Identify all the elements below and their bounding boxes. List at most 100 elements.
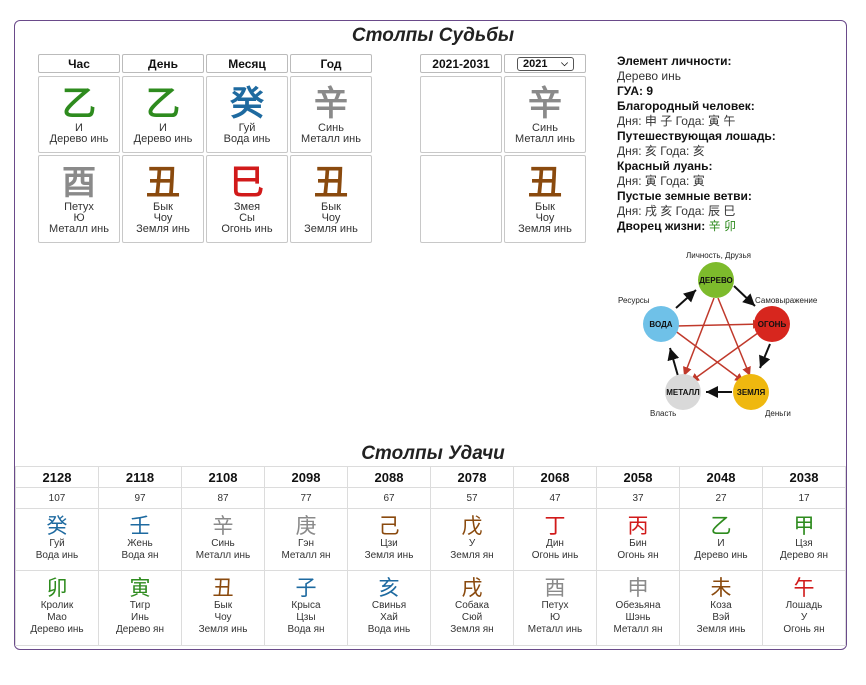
luck-branch-animal: Коза [710,600,732,611]
luck-branch-element: Земля ян [450,624,494,635]
branch-glyph: 酉 [62,163,96,203]
luck-stem-cell: 庚 Гэн Металл ян [264,508,348,571]
earth-node-label: ЗЕМЛЯ [737,388,766,397]
luck-branches-row: 卯 Кролик Мао Дерево инь 寅 Тигр Инь Дерево ян 丑 Бы… [15,570,846,646]
branch-glyph: 丑 [528,163,562,203]
luck-stem-element: Земля ян [450,550,494,561]
info-panel: Элемент личности: Дерево инь ГУА: 9 Благ… [617,54,817,234]
personality-value: Дерево инь [617,69,681,83]
luck-branch-cell: 卯 Кролик Мао Дерево инь [15,570,99,646]
fire-node [754,306,790,342]
luck-stem-name: Цзи [380,538,398,549]
luck-stem-glyph: 乙 [710,514,732,538]
luck-branch-glyph: 寅 [129,576,151,600]
main-frame [14,20,847,650]
life-palace-label: Дворец жизни: [617,219,706,233]
noble-value: Дня: 申 子 Года: 寅 午 [617,114,736,128]
period-range-header: 2021-2031 [420,54,502,73]
luck-branch-animal: Свинья [371,600,407,611]
period-empty-branch [420,155,502,243]
luck-stem-element: Вода ян [121,550,159,561]
water-node [643,306,679,342]
luck-stem-name: Дин [546,538,564,549]
luck-branch-animal: Крыса [291,600,321,611]
metal-node-label: МЕТАЛЛ [666,388,700,397]
luck-branch-glyph: 亥 [378,576,400,600]
luck-branch-name: Вэй [712,612,730,623]
luck-age: 47 [513,487,597,509]
luck-branch-name: Мао [47,612,67,623]
luck-branch-cell: 丑 Бык Чоу Земля инь [181,570,265,646]
luck-age: 107 [15,487,99,509]
luck-stem-name: Гэн [297,538,315,549]
luck-branch-animal: Тигр [129,600,151,611]
luck-stem-element: Огонь инь [531,550,579,561]
luck-branch-name: Инь [131,612,149,623]
stem-cell-year: 辛 Синь Металл инь [290,76,372,153]
stem-glyph: 癸 [230,84,264,124]
luck-pillars-table: 2128 2118 2108 2098 2088 2078 2068 2058 2048 2038… [15,466,846,646]
luck-stem-cell: 甲 Цзя Дерево ян [762,508,846,571]
luck-branch-name: Шэнь [625,612,651,623]
branch-cell-month: 巳 Змея Сы Огонь инь [206,155,288,243]
luck-stem-cell: 癸 Гуй Вода инь [15,508,99,571]
luck-branch-cell: 未 Коза Вэй Земля инь [679,570,763,646]
luck-stem-glyph: 辛 [212,514,234,538]
header-month: Месяц [206,54,288,73]
branch-element: Земля инь [518,223,572,235]
wheel-label-resources: Ресурсы [618,296,650,305]
branch-name: Сы [239,212,255,224]
luck-year: 2078 [430,466,514,488]
stem-element: Вода инь [223,133,271,145]
luck-branch-name: Хай [380,612,398,623]
luck-stem-element: Огонь ян [617,550,659,561]
luck-year: 2088 [347,466,431,488]
luck-stem-glyph: 甲 [793,514,815,538]
luck-stem-glyph: 丙 [627,514,649,538]
luck-stem-cell: 丁 Дин Огонь инь [513,508,597,571]
branch-name: Ю [73,212,85,224]
luck-branch-name: Сюй [461,612,483,623]
wood-node [698,262,734,298]
luck-stem-name: Цзя [795,538,813,549]
wheel-label-money: Деньги [765,409,791,418]
luck-branch-animal: Обезьяна [615,600,661,611]
empty-branches-label: Пустые земные ветви: [617,189,752,203]
luck-stem-name: У [468,538,476,549]
luck-branch-name: Чоу [214,612,232,623]
luck-stem-glyph: 丁 [544,514,566,538]
luck-age: 37 [596,487,680,509]
pillars-title: Столпы Судьбы [351,25,515,46]
luck-age: 17 [762,487,846,509]
luck-year: 2048 [679,466,763,488]
branch-cell-year: 丑 Бык Чоу Земля инь [290,155,372,243]
year-select[interactable]: 2021 ⌵ [517,57,574,71]
luck-year: 2038 [762,466,846,488]
year-select-value: 2021 [523,58,548,70]
wood-node-label: ДЕРЕВО [699,276,733,285]
wheel-label-self-expression: Самовыражение [755,296,818,305]
noble-label: Благородный человек: [617,99,755,113]
generation-cycle-arrows [667,285,771,398]
luck-branch-element: Огонь ян [783,624,825,635]
peach-label: Красный луань: [617,159,713,173]
empty-branches-value: Дня: 戌 亥 Года: 辰 巳 [617,204,736,218]
branch-animal: Петух [64,201,94,213]
luck-stem-name: И [717,538,725,549]
control-cycle-arrows [673,297,763,383]
header-day: День [122,54,204,73]
branch-animal: Бык [321,201,341,213]
header-year: Год [290,54,372,73]
luck-stem-glyph: 癸 [46,514,68,538]
personality-label: Элемент личности: [617,54,732,68]
stem-cell-day: 乙 И Дерево инь [122,76,204,153]
luck-branch-name: Ю [549,612,561,623]
branch-name: Чоу [535,212,555,224]
luck-branch-cell: 戌 Собака Сюй Земля ян [430,570,514,646]
luck-year: 2058 [596,466,680,488]
luck-branch-cell: 亥 Свинья Хай Вода инь [347,570,431,646]
luck-branch-glyph: 子 [295,576,317,600]
luck-stem-glyph: 庚 [295,514,317,538]
fire-node-label: ОГОНЬ [758,320,787,329]
peach-value: Дня: 寅 Года: 寅 [617,174,705,188]
